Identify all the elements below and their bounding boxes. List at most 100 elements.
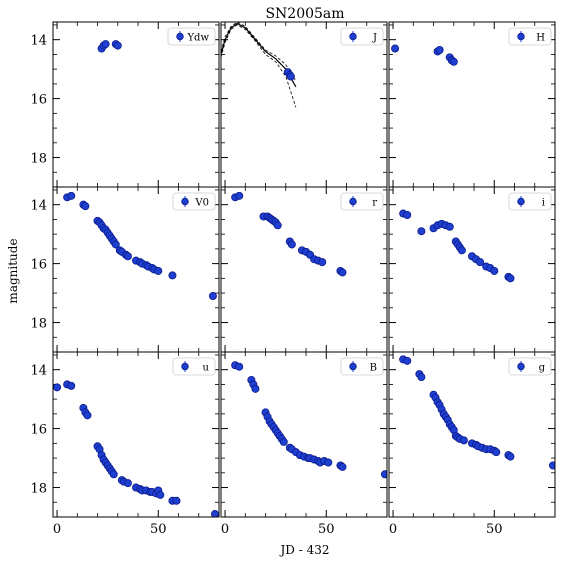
- data-point: [251, 384, 260, 393]
- legend-marker: [349, 197, 357, 206]
- panel-frame: [220, 351, 388, 518]
- data-point: [476, 258, 485, 267]
- legend-label: g: [539, 363, 546, 374]
- legend-label: J: [372, 33, 377, 44]
- panel-frame: [52, 186, 220, 353]
- legend-marker: [517, 32, 525, 41]
- legend-box: [172, 192, 216, 211]
- panel-frame: [220, 21, 388, 188]
- legend-box: [508, 357, 552, 376]
- y-tick-label: 14: [30, 34, 47, 49]
- panel-plot-area: [399, 209, 515, 283]
- data-point: [318, 258, 327, 267]
- panel-u: 14 16 18 0 50 u: [30, 351, 220, 537]
- panel-i: i: [388, 186, 556, 353]
- legend-box: [508, 192, 552, 211]
- data-point: [490, 266, 499, 275]
- legend: H: [508, 27, 552, 46]
- data-point: [435, 45, 444, 54]
- data-point: [391, 44, 400, 53]
- data-point: [235, 191, 244, 200]
- panel-frame: [52, 351, 220, 518]
- legend-marker: [517, 197, 525, 206]
- legend-box: [340, 27, 384, 46]
- data-point: [403, 210, 412, 219]
- x-tick-label: 50: [150, 522, 167, 537]
- data-point: [67, 381, 76, 390]
- data-point: [123, 252, 132, 261]
- panel-plot-area: [53, 380, 219, 517]
- legend-box: [508, 27, 552, 46]
- data-point: [459, 436, 468, 445]
- data-point: [67, 191, 76, 200]
- y-tick-label: 16: [30, 423, 47, 438]
- data-point: [449, 57, 458, 66]
- panel-h: H: [388, 21, 556, 188]
- legend-marker: [517, 362, 525, 371]
- data-point: [154, 266, 163, 275]
- legend: B: [340, 357, 384, 376]
- data-point: [287, 240, 296, 249]
- panel-plot-area: [231, 361, 387, 479]
- template-upper-bound: [221, 22, 297, 82]
- data-point: [279, 437, 288, 446]
- data-point: [83, 411, 92, 420]
- data-point: [445, 222, 454, 231]
- data-point: [417, 373, 426, 382]
- data-point: [109, 470, 118, 479]
- y-axis-label: magnitude: [6, 238, 20, 303]
- legend: i: [508, 192, 552, 211]
- data-point: [156, 490, 165, 499]
- data-point: [324, 458, 333, 467]
- data-point: [548, 461, 555, 470]
- y-tick-label: 16: [30, 93, 47, 108]
- data-point: [380, 470, 387, 479]
- x-tick-label: 50: [486, 522, 503, 537]
- panel-frame: [388, 186, 556, 353]
- data-point: [286, 72, 295, 81]
- x-tick-label: 0: [389, 522, 397, 537]
- legend-marker: [181, 362, 189, 371]
- panel-plot-area: [391, 44, 458, 66]
- y-tick-label: 18: [30, 482, 47, 497]
- legend-label: r: [372, 198, 377, 209]
- panel-frame: [52, 21, 220, 188]
- y-tick-label: 18: [30, 317, 47, 332]
- data-point: [492, 448, 501, 457]
- legend-label: B: [370, 363, 377, 374]
- y-tick-label: 16: [30, 258, 47, 273]
- legend-marker: [349, 32, 357, 41]
- data-point: [111, 240, 120, 249]
- data-point: [338, 462, 347, 471]
- legend-box: [340, 357, 384, 376]
- data-point: [506, 452, 515, 461]
- legend-label: u: [203, 363, 210, 374]
- legend-box: [172, 357, 216, 376]
- data-point: [273, 221, 282, 230]
- legend-box: [340, 192, 384, 211]
- legend-marker: [176, 32, 184, 41]
- data-point: [123, 479, 132, 488]
- panel-plot-area: [221, 22, 297, 108]
- data-point: [172, 496, 181, 505]
- y-tick-label: 18: [30, 152, 47, 167]
- chart-title: SN2005am: [265, 6, 344, 22]
- y-tick-label: 14: [30, 364, 47, 379]
- data-point: [403, 356, 412, 365]
- panel-g: 0 50 g: [388, 351, 556, 537]
- template-curve: [221, 22, 297, 88]
- panel-plot-area: [97, 40, 122, 53]
- legend-label: i: [542, 198, 545, 209]
- panel-j: J: [220, 21, 388, 188]
- legend: u: [172, 357, 216, 376]
- legend-label: Ydw: [186, 33, 209, 44]
- template-lower-bound: [221, 24, 297, 108]
- y-tick-label: 14: [30, 199, 47, 214]
- legend: J: [340, 27, 384, 46]
- data-point: [417, 227, 426, 236]
- legend: V0: [172, 192, 216, 211]
- data-point: [338, 268, 347, 277]
- legend-marker: [349, 362, 357, 371]
- x-tick-label: 0: [53, 522, 61, 537]
